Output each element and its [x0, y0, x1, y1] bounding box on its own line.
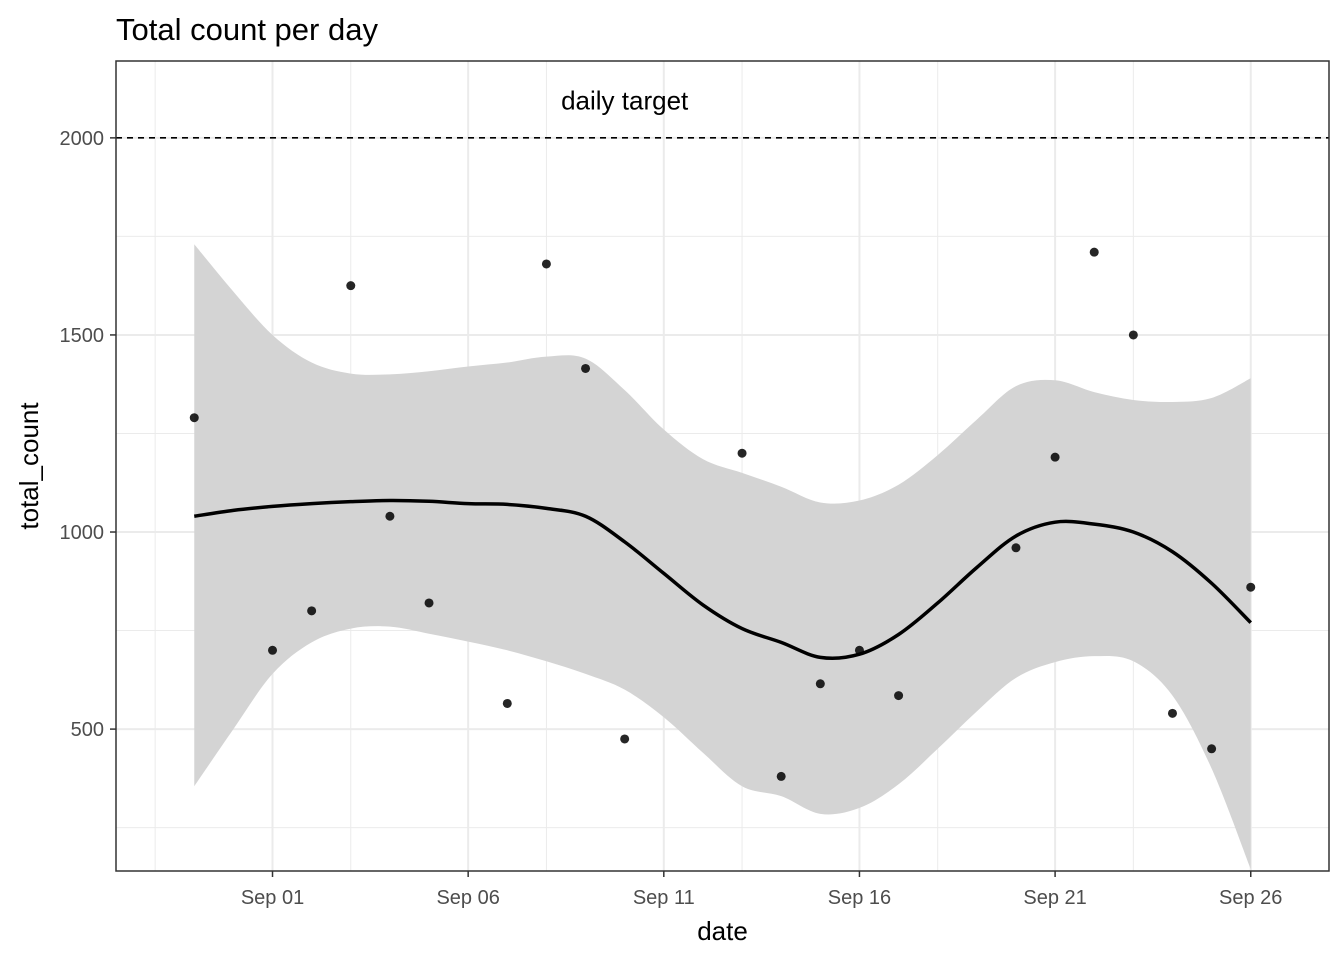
- x-axis-title: date: [697, 916, 748, 946]
- x-tick-label: Sep 16: [828, 887, 891, 909]
- data-points: [189, 247, 1256, 781]
- data-point: [346, 281, 356, 291]
- chart-title: Total count per day: [116, 12, 378, 47]
- data-point: [620, 734, 630, 744]
- data-point: [815, 679, 825, 689]
- x-tick-label: Sep 21: [1023, 887, 1086, 909]
- data-point: [1089, 247, 1099, 257]
- data-point: [541, 259, 551, 269]
- data-point: [581, 363, 591, 373]
- smooth-line: [193, 498, 1252, 660]
- data-point: [1050, 452, 1060, 462]
- data-point: [307, 606, 317, 616]
- y-axis: 500 1000 1500 2000: [60, 128, 116, 741]
- data-point: [502, 698, 512, 708]
- y-tick-label: 500: [71, 719, 104, 741]
- x-tick-label: Sep 06: [436, 887, 499, 909]
- data-point: [894, 691, 904, 701]
- data-point: [1246, 582, 1256, 592]
- data-point: [1011, 543, 1021, 553]
- panel-border: [115, 60, 1330, 872]
- y-tick-label: 1500: [60, 325, 105, 347]
- y-tick-label: 2000: [60, 128, 105, 150]
- data-point: [737, 448, 747, 458]
- y-tick-label: 1000: [60, 522, 105, 544]
- x-tick-label: Sep 01: [241, 887, 304, 909]
- data-point: [1128, 330, 1138, 340]
- data-point: [854, 645, 864, 655]
- confidence-ribbon: [194, 244, 1251, 870]
- daily-target-label: daily target: [561, 85, 689, 115]
- data-point: [385, 511, 395, 521]
- data-point: [776, 771, 786, 781]
- data-point: [1207, 744, 1217, 754]
- data-point: [1167, 708, 1177, 718]
- x-tick-label: Sep 26: [1219, 887, 1282, 909]
- data-point: [268, 645, 278, 655]
- data-point: [424, 598, 434, 608]
- data-point: [189, 413, 199, 423]
- x-tick-label: Sep 11: [633, 887, 695, 909]
- x-axis: Sep 01 Sep 06 Sep 11 Sep 16 Sep 21 Sep 26: [241, 871, 1282, 909]
- y-axis-title: total_count: [14, 402, 44, 530]
